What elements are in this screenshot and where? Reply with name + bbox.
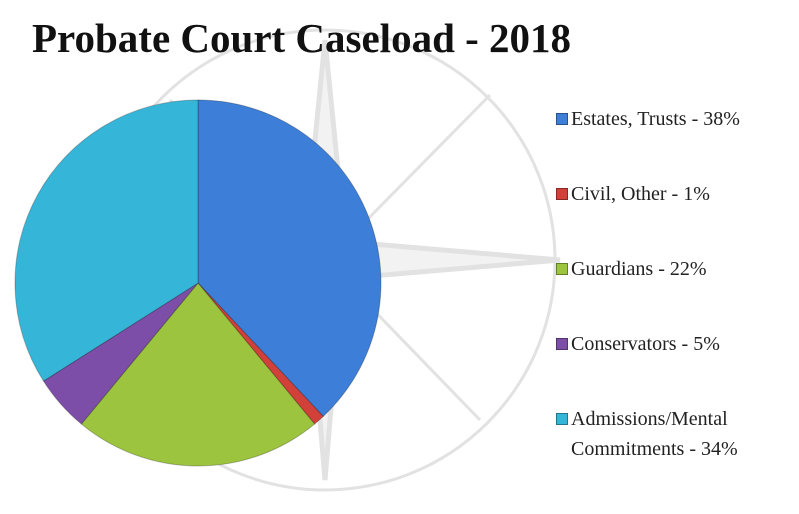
legend-item: Admissions/Mental Commitments - 34% [556,404,796,464]
legend-label: Civil, Other - 1% [571,183,710,205]
legend-swatch [556,263,568,275]
legend-item: Civil, Other - 1% [556,179,796,209]
legend-label: Guardians - 22% [571,258,707,280]
legend-swatch [556,338,568,350]
legend-item: Guardians - 22% [556,254,796,284]
pie-slice [80,282,316,467]
legend-swatch [556,113,568,125]
legend-label: Admissions/Mental Commitments - 34% [571,408,738,460]
legend-swatch [556,188,568,200]
pie-slice [42,282,199,425]
pie [14,99,382,467]
pie-slice [197,99,382,418]
pie-slice [14,99,199,382]
legend-label: Estates, Trusts - 38% [571,108,740,130]
chart-title: Probate Court Caseload - 2018 [32,15,572,61]
pie-slice [197,282,324,425]
legend-item: Estates, Trusts - 38% [556,104,796,134]
legend-swatch [556,413,568,425]
legend-label: Conservators - 5% [571,333,720,355]
legend-item: Conservators - 5% [556,329,796,359]
